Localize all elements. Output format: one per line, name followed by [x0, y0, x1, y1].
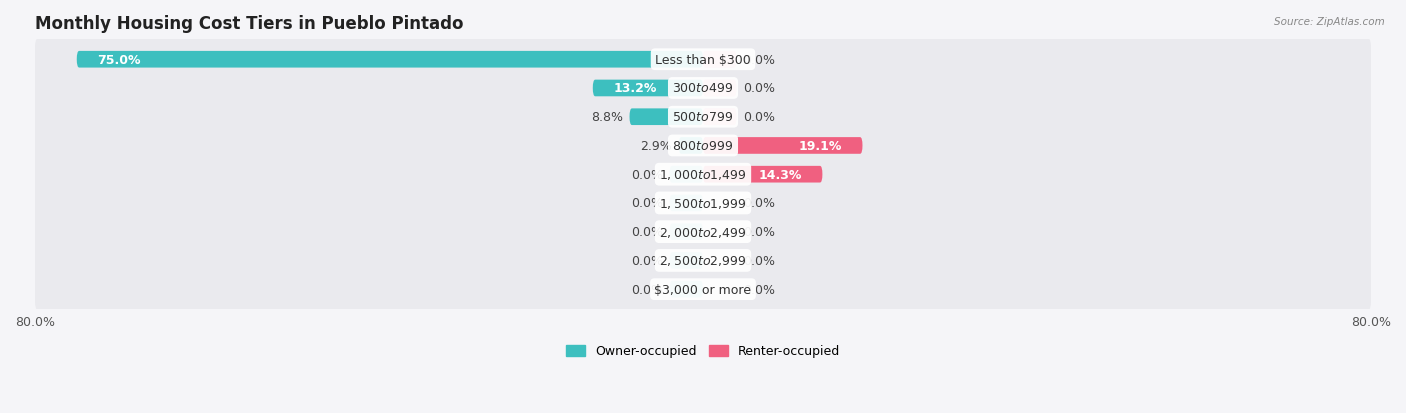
- Text: 13.2%: 13.2%: [613, 82, 657, 95]
- Text: $2,500 to $2,999: $2,500 to $2,999: [659, 254, 747, 268]
- FancyBboxPatch shape: [669, 166, 703, 183]
- Text: 75.0%: 75.0%: [97, 54, 141, 66]
- Text: 0.0%: 0.0%: [631, 225, 662, 239]
- FancyBboxPatch shape: [35, 97, 1371, 138]
- Text: 0.0%: 0.0%: [744, 111, 775, 124]
- Text: 2.9%: 2.9%: [640, 140, 672, 152]
- FancyBboxPatch shape: [669, 252, 703, 269]
- FancyBboxPatch shape: [703, 52, 737, 69]
- FancyBboxPatch shape: [35, 269, 1371, 310]
- FancyBboxPatch shape: [35, 240, 1371, 281]
- Text: $800 to $999: $800 to $999: [672, 140, 734, 152]
- Text: 0.0%: 0.0%: [744, 82, 775, 95]
- Text: $300 to $499: $300 to $499: [672, 82, 734, 95]
- FancyBboxPatch shape: [679, 138, 703, 154]
- FancyBboxPatch shape: [669, 224, 703, 240]
- Text: 0.0%: 0.0%: [744, 197, 775, 210]
- FancyBboxPatch shape: [35, 183, 1371, 224]
- FancyBboxPatch shape: [35, 212, 1371, 252]
- Text: 8.8%: 8.8%: [591, 111, 623, 124]
- Text: 0.0%: 0.0%: [631, 197, 662, 210]
- Text: 0.0%: 0.0%: [631, 254, 662, 267]
- Text: $1,000 to $1,499: $1,000 to $1,499: [659, 168, 747, 182]
- FancyBboxPatch shape: [35, 154, 1371, 195]
- Text: 0.0%: 0.0%: [631, 283, 662, 296]
- FancyBboxPatch shape: [35, 69, 1371, 109]
- FancyBboxPatch shape: [35, 126, 1371, 166]
- FancyBboxPatch shape: [669, 195, 703, 212]
- Text: Less than $300: Less than $300: [655, 54, 751, 66]
- Text: $2,000 to $2,499: $2,000 to $2,499: [659, 225, 747, 239]
- FancyBboxPatch shape: [630, 109, 703, 126]
- Legend: Owner-occupied, Renter-occupied: Owner-occupied, Renter-occupied: [561, 339, 845, 363]
- Text: $500 to $799: $500 to $799: [672, 111, 734, 124]
- FancyBboxPatch shape: [703, 138, 862, 154]
- FancyBboxPatch shape: [703, 109, 737, 126]
- Text: $1,500 to $1,999: $1,500 to $1,999: [659, 197, 747, 211]
- Text: $3,000 or more: $3,000 or more: [655, 283, 751, 296]
- Text: 19.1%: 19.1%: [799, 140, 842, 152]
- Text: 14.3%: 14.3%: [758, 168, 801, 181]
- FancyBboxPatch shape: [669, 281, 703, 298]
- Text: Monthly Housing Cost Tiers in Pueblo Pintado: Monthly Housing Cost Tiers in Pueblo Pin…: [35, 15, 464, 33]
- FancyBboxPatch shape: [703, 52, 737, 69]
- FancyBboxPatch shape: [669, 166, 703, 183]
- FancyBboxPatch shape: [593, 81, 703, 97]
- FancyBboxPatch shape: [703, 166, 823, 183]
- Text: 0.0%: 0.0%: [744, 225, 775, 239]
- Text: Source: ZipAtlas.com: Source: ZipAtlas.com: [1274, 17, 1385, 26]
- FancyBboxPatch shape: [35, 40, 1371, 81]
- FancyBboxPatch shape: [77, 52, 703, 69]
- Text: 0.0%: 0.0%: [744, 254, 775, 267]
- Text: 0.0%: 0.0%: [744, 54, 775, 66]
- FancyBboxPatch shape: [703, 109, 737, 126]
- Text: 0.0%: 0.0%: [631, 168, 662, 181]
- FancyBboxPatch shape: [703, 81, 737, 97]
- FancyBboxPatch shape: [703, 81, 737, 97]
- Text: 0.0%: 0.0%: [744, 283, 775, 296]
